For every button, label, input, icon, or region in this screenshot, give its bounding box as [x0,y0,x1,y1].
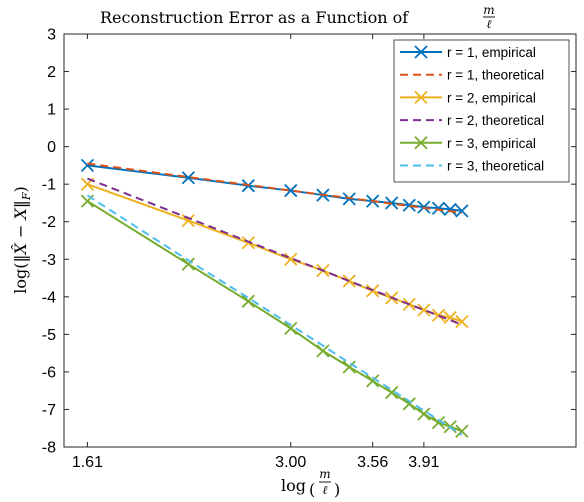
axis-ticks: 3 2 1 0 -1 -2 -3 -4 -5 -6 -7 -8 1.61 3.00 3.56 3.91 [42,27,576,471]
series-1-point [443,202,457,216]
legend-item-2-label: r = 1, theoretical [447,68,544,83]
y-tick-label: -7 [42,402,56,419]
y-tick-label: 3 [47,27,56,44]
chart-title-frac-numerator: m [483,3,494,17]
series-5-point [417,407,431,421]
series-5-point [455,424,469,438]
legend-item-6: r = 3, theoretical [400,159,544,174]
y-tick-label: 1 [47,102,56,119]
series-2 [87,162,463,214]
x-tick-label: 3.00 [275,454,306,471]
y-tick-label: -2 [42,214,56,231]
y-axis-title: log(‖X̂ − X‖F) [11,186,33,293]
series-3-point [284,252,298,266]
series-3-point [241,236,255,250]
series-5-point [241,294,255,308]
series-2-line [87,162,463,214]
y-tick-label: 2 [47,64,56,81]
series-5-point [385,385,399,400]
series-5-point [284,321,298,335]
series-1-point [402,198,416,212]
series-5-point [342,360,356,374]
series-1-point [455,204,469,218]
series-5-point [402,397,416,411]
legend-item-1-point [414,45,428,59]
series-3-point [417,303,431,317]
y-tick-label: -1 [42,177,56,194]
x-axis-title-frac-denominator: ℓ [323,483,328,497]
legend-item-2: r = 1, theoretical [400,68,544,83]
series-layer [80,158,469,438]
series-3-point [431,308,446,322]
legend-item-3-point [414,90,428,105]
legend-item-3-label: r = 2, empirical [447,90,536,105]
series-5-point [366,374,380,388]
legend-item-4-label: r = 2, theoretical [447,113,544,128]
series-4 [87,177,463,326]
x-tick-label: 3.56 [357,454,388,471]
legend-item-6-label: r = 3, theoretical [447,159,544,174]
legend-item-5-label: r = 3, empirical [447,136,536,151]
x-axis-title-paren-open: ( [309,480,315,499]
x-tick-label: 1.61 [72,454,103,471]
legend-item-5: r = 3, empirical [400,136,536,151]
y-tick-label: -4 [42,289,56,306]
y-axis-title-text: log(‖X̂ − X‖F) [11,186,33,293]
series-6-line [86,194,463,436]
legend-item-1: r = 1, empirical [400,45,536,60]
y-tick-label: -3 [42,252,56,269]
series-5-point [181,257,195,271]
chart-title-text: Reconstruction Error as a Function of [100,8,409,27]
chart-title-frac-denominator: ℓ [487,17,492,31]
x-axis-title: log ( m ℓ ) [281,467,340,499]
series-5-point [316,344,330,358]
series-1-point [284,183,298,198]
y-tick-label: -8 [42,440,56,457]
legend-item-4: r = 2, theoretical [400,113,544,128]
y-tick-label: -5 [42,327,56,344]
legend-item-3: r = 2, empirical [400,90,536,105]
series-5-point [431,415,446,430]
x-axis-title-paren-close: ) [334,480,340,499]
legend-box [393,39,570,183]
legend: r = 1, empirical r = 1, theoretical r = 2,… [393,39,570,183]
legend-item-5-point [414,136,428,150]
legend-item-1-label: r = 1, empirical [447,45,536,60]
series-3-point [455,314,469,329]
chart-title: Reconstruction Error as a Function of m … [100,3,495,31]
series-1-point [431,201,446,215]
y-tick-label: -6 [42,364,56,381]
y-tick-label: 0 [47,139,56,156]
x-axis-title-log: log [281,476,306,495]
x-tick-label: 3.91 [408,454,439,471]
series-1-point [181,171,195,185]
x-axis-title-frac-numerator: m [319,467,330,481]
series-6 [86,194,463,436]
series-3-point [342,274,356,288]
series-1-point [80,158,95,173]
series-4-line [87,177,463,326]
